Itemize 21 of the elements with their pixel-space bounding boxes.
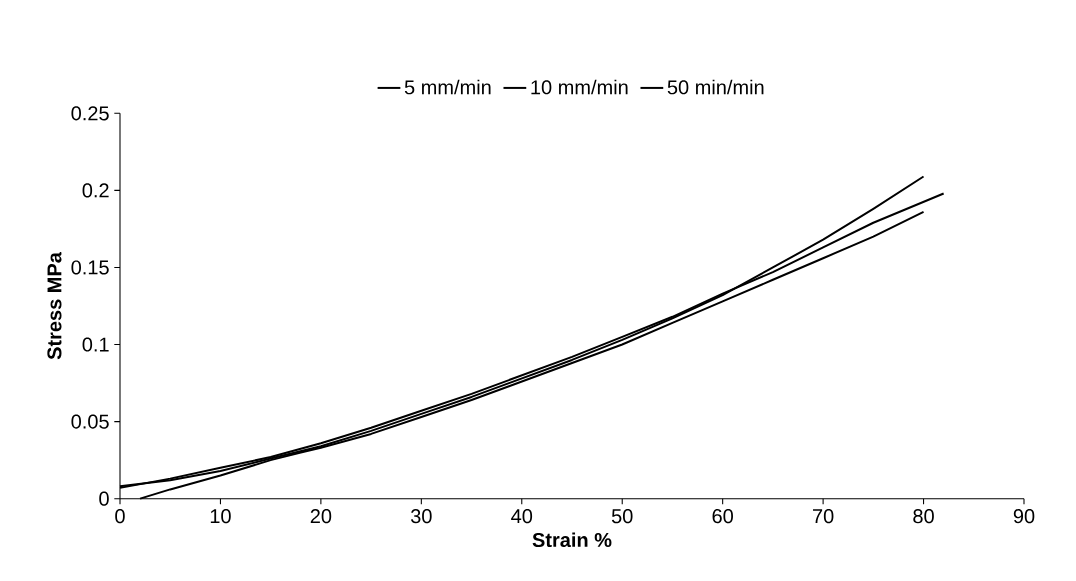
- x-tick-label: 60: [712, 508, 733, 524]
- x-tick-label: 20: [310, 508, 332, 524]
- x-tick-label: 80: [913, 508, 934, 524]
- x-tick-label: 50: [611, 508, 633, 524]
- y-tick-label: 0.25: [71, 106, 109, 121]
- legend-label: 50 min/min: [667, 79, 764, 95]
- x-tick-label: 0: [115, 508, 125, 524]
- x-tick-label: 70: [813, 508, 834, 524]
- x-tick-label: 90: [1013, 508, 1035, 524]
- x-axis-title: Strain %: [532, 532, 612, 547]
- y-tick-label: 0: [99, 491, 109, 506]
- legend-label: 5 mm/min: [404, 79, 491, 95]
- x-tick-label: 10: [210, 508, 231, 524]
- y-tick-label: 0.2: [82, 183, 109, 198]
- legend-label: 10 mm/min: [531, 79, 628, 95]
- y-tick-label: 0.15: [71, 260, 109, 275]
- x-tick-label: 30: [410, 508, 432, 524]
- y-axis-title: Stress MPa: [47, 251, 62, 360]
- y-tick-label: 0.1: [82, 337, 109, 352]
- y-tick-label: 0.05: [71, 414, 109, 429]
- x-tick-label: 40: [511, 508, 533, 524]
